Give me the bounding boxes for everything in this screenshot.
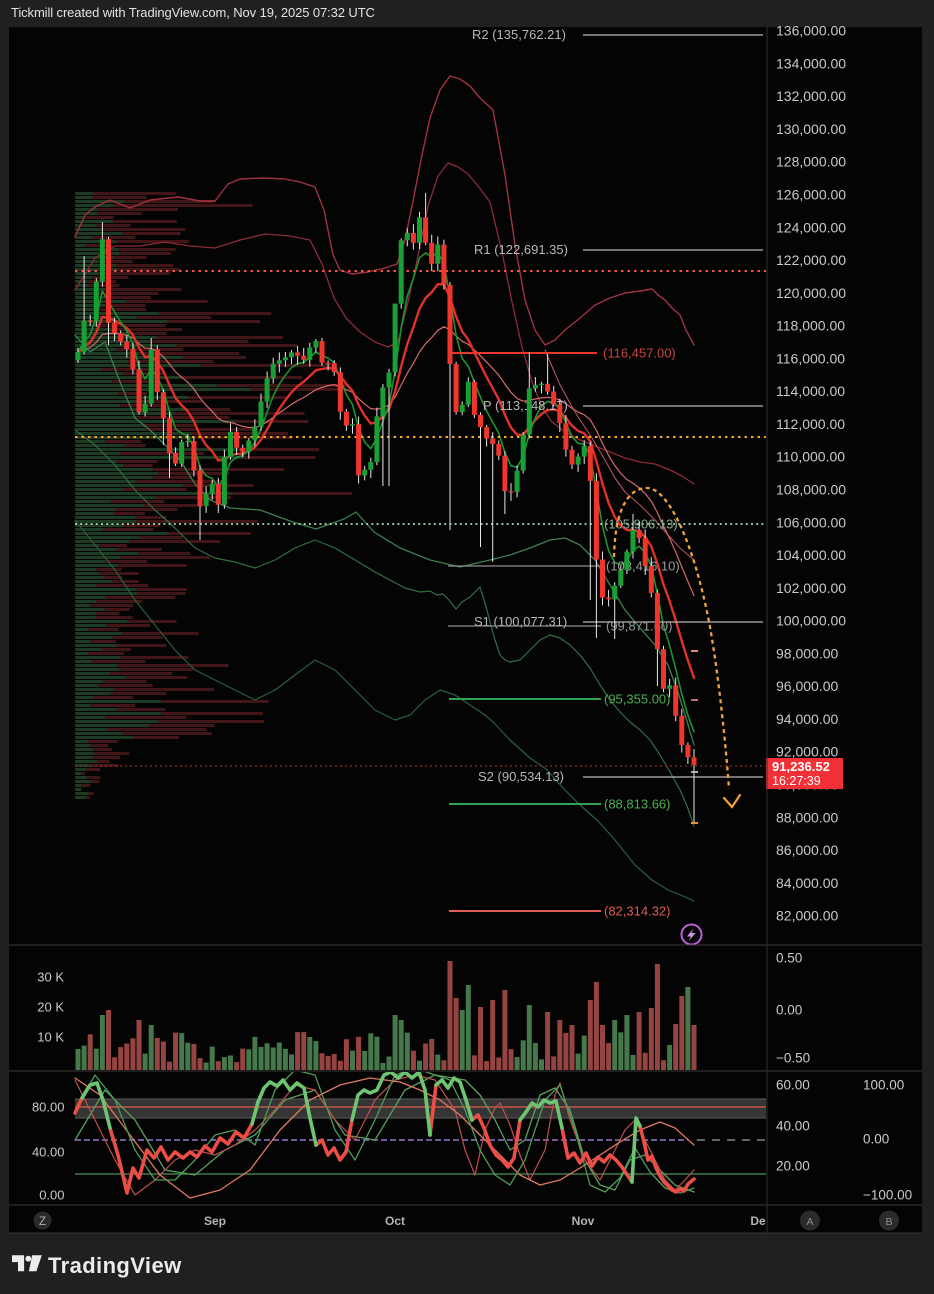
svg-text:0.00: 0.00 [776, 1003, 802, 1018]
svg-text:10 K: 10 K [37, 1030, 64, 1045]
svg-text:0.50: 0.50 [776, 951, 802, 966]
svg-text:Nov: Nov [572, 1214, 595, 1228]
svg-text:−100.00: −100.00 [863, 1188, 912, 1203]
svg-text:136,000.00: 136,000.00 [776, 23, 846, 39]
svg-text:114,000.00: 114,000.00 [776, 383, 845, 399]
svg-text:0.00: 0.00 [863, 1132, 889, 1147]
svg-text:88,000.00: 88,000.00 [776, 809, 838, 825]
svg-text:130,000.00: 130,000.00 [776, 121, 846, 137]
svg-text:84,000.00: 84,000.00 [776, 875, 838, 891]
svg-text:100,000.00: 100,000.00 [776, 613, 846, 629]
svg-text:94,000.00: 94,000.00 [776, 711, 838, 727]
svg-text:120,000.00: 120,000.00 [776, 285, 846, 301]
svg-text:(95,355.00): (95,355.00) [604, 692, 671, 707]
svg-text:R1 (122,691.35): R1 (122,691.35) [474, 242, 568, 257]
svg-text:−0.50: −0.50 [776, 1051, 810, 1066]
svg-text:P (113,148.17): P (113,148.17) [483, 398, 568, 413]
svg-text:40.00: 40.00 [776, 1119, 810, 1134]
svg-text:96,000.00: 96,000.00 [776, 678, 838, 694]
svg-text:98,000.00: 98,000.00 [776, 645, 838, 661]
svg-text:40.00: 40.00 [32, 1145, 65, 1160]
svg-text:100.00: 100.00 [863, 1078, 904, 1093]
svg-text:20 K: 20 K [37, 1000, 64, 1015]
svg-text:B: B [885, 1216, 892, 1228]
svg-text:86,000.00: 86,000.00 [776, 842, 838, 858]
svg-text:Z: Z [39, 1216, 46, 1228]
svg-text:118,000.00: 118,000.00 [776, 318, 845, 334]
svg-text:20.00: 20.00 [776, 1159, 810, 1174]
svg-text:110,000.00: 110,000.00 [776, 449, 845, 465]
svg-text:S2 (90,534.13): S2 (90,534.13) [478, 769, 564, 784]
svg-text:92,000.00: 92,000.00 [776, 744, 838, 760]
svg-text:134,000.00: 134,000.00 [776, 55, 846, 71]
svg-text:104,000.00: 104,000.00 [776, 547, 846, 563]
svg-text:(88,813.66): (88,813.66) [604, 797, 671, 812]
svg-text:106,000.00: 106,000.00 [776, 514, 846, 530]
svg-text:82,000.00: 82,000.00 [776, 908, 838, 924]
svg-text:(105,906.13): (105,906.13) [604, 516, 678, 531]
svg-text:(116,457.00): (116,457.00) [603, 346, 676, 361]
svg-text:Sep: Sep [204, 1214, 226, 1228]
svg-text:124,000.00: 124,000.00 [776, 219, 846, 235]
svg-text:(99,871.60): (99,871.60) [606, 618, 673, 633]
svg-text:A: A [806, 1216, 813, 1228]
svg-text:R2 (135,762.21): R2 (135,762.21) [472, 27, 566, 42]
svg-text:128,000.00: 128,000.00 [776, 154, 846, 170]
svg-text:De: De [750, 1214, 766, 1228]
svg-text:112,000.00: 112,000.00 [776, 416, 845, 432]
svg-text:30 K: 30 K [37, 970, 64, 985]
svg-text:126,000.00: 126,000.00 [776, 186, 846, 202]
svg-text:0.00: 0.00 [39, 1188, 64, 1203]
svg-text:(82,314.32): (82,314.32) [604, 904, 671, 919]
svg-text:91,236.52: 91,236.52 [772, 759, 830, 774]
svg-text:108,000.00: 108,000.00 [776, 481, 846, 497]
svg-text:102,000.00: 102,000.00 [776, 580, 846, 596]
svg-text:116,000.00: 116,000.00 [776, 350, 845, 366]
svg-text:132,000.00: 132,000.00 [776, 88, 846, 104]
svg-text:Oct: Oct [385, 1214, 405, 1228]
svg-text:16:27:39: 16:27:39 [772, 774, 821, 788]
svg-text:S1 (100,077.31): S1 (100,077.31) [474, 614, 567, 629]
svg-text:60.00: 60.00 [776, 1078, 810, 1093]
svg-text:80.00: 80.00 [32, 1100, 65, 1115]
svg-text:122,000.00: 122,000.00 [776, 252, 846, 268]
